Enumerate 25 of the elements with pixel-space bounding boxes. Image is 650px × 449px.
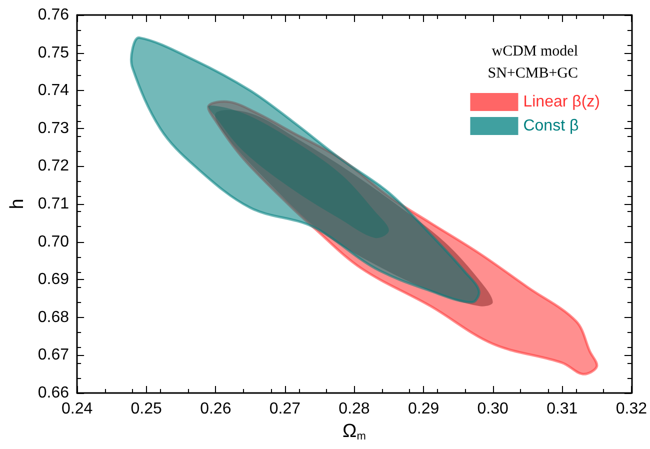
y-axis-title: h bbox=[7, 198, 28, 210]
legend-label: Linear β(z) bbox=[523, 94, 600, 110]
x-tick-label: 0.32 bbox=[616, 400, 648, 418]
legend-label: Const β bbox=[523, 118, 579, 134]
y-tick-label: 0.75 bbox=[38, 44, 70, 62]
y-tick-label: 0.76 bbox=[38, 6, 70, 24]
y-tick-label: 0.74 bbox=[38, 82, 70, 100]
y-tick-label: 0.66 bbox=[38, 384, 70, 402]
x-tick-label: 0.24 bbox=[61, 400, 93, 418]
y-tick-label: 0.68 bbox=[38, 308, 70, 326]
annotation: SN+CMB+GC bbox=[488, 66, 578, 82]
x-tick-label: 0.30 bbox=[477, 400, 509, 418]
y-tick-label: 0.69 bbox=[38, 271, 70, 288]
x-tick-label: 0.27 bbox=[269, 400, 301, 418]
x-tick-label: 0.25 bbox=[130, 400, 162, 418]
y-tick-label: 0.70 bbox=[38, 233, 70, 250]
y-tick-label: 0.73 bbox=[38, 120, 70, 137]
y-tick-label: 0.71 bbox=[38, 196, 70, 212]
x-tick-label: 0.26 bbox=[200, 400, 232, 418]
annotation: wCDM model bbox=[492, 44, 578, 60]
y-tick-label: 0.72 bbox=[38, 158, 70, 175]
x-tick-label: 0.29 bbox=[408, 400, 440, 418]
x-tick-label: 0.28 bbox=[338, 400, 370, 418]
x-tick-label: 0.31 bbox=[546, 400, 578, 418]
y-tick-label: 0.67 bbox=[38, 346, 70, 364]
